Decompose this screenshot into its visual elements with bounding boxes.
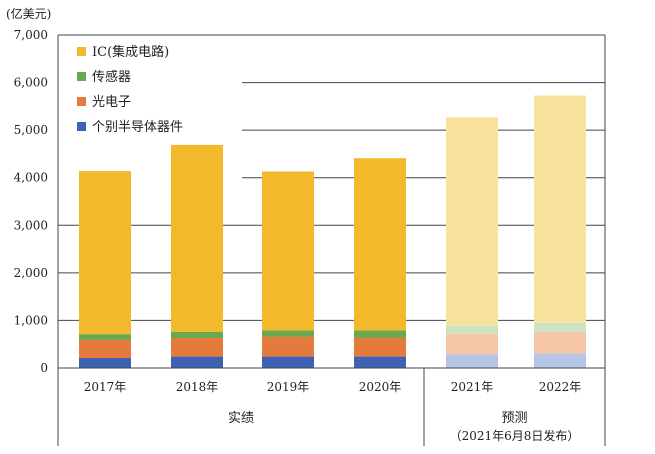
x-tick-label: 2020年 <box>359 380 402 394</box>
x-tick-label: 2018年 <box>176 380 219 394</box>
bar-segment <box>534 95 586 323</box>
bar-segment <box>171 144 223 332</box>
bar-segment <box>262 171 314 331</box>
y-tick-label: 3,000 <box>14 218 48 232</box>
group-label-actual: 实绩 <box>228 411 254 426</box>
bar-segment <box>354 337 406 357</box>
y-tick-label: 5,000 <box>14 123 48 137</box>
bar-segment <box>262 356 314 368</box>
bar-segment <box>446 333 498 355</box>
bar-segment <box>171 338 223 357</box>
legend-swatch <box>77 47 86 56</box>
y-tick-label: 7,000 <box>14 28 48 42</box>
bar-segment <box>171 331 223 339</box>
x-tick-label: 2022年 <box>539 380 582 394</box>
bar-segment <box>79 171 131 335</box>
gridlines <box>58 82 605 321</box>
y-tick-label: 2,000 <box>14 266 48 280</box>
y-axis-unit: (亿美元) <box>6 6 51 21</box>
y-tick-label: 1,000 <box>14 313 48 327</box>
plot-frame <box>57 34 606 446</box>
bar-segment <box>354 158 406 331</box>
legend-label: 光电子 <box>92 95 131 110</box>
bar-segment <box>79 358 131 368</box>
bars <box>79 95 586 368</box>
bar-segment <box>79 334 131 340</box>
bar-segment <box>262 330 314 337</box>
x-tick-label: 2017年 <box>84 380 127 394</box>
x-tick-labels: 2017年 2018年 2019年 2020年 2021年 2022年 <box>84 380 582 394</box>
group-labels: 实绩 预测 （2021年6月8日发布） <box>228 411 579 443</box>
x-tick-label: 2021年 <box>451 380 494 394</box>
legend-label: 个别半导体器件 <box>92 120 183 135</box>
y-tick-label: 6,000 <box>14 76 48 90</box>
bar-segment <box>79 339 131 359</box>
group-note-forecast: （2021年6月8日发布） <box>450 428 580 443</box>
legend-label: 传感器 <box>92 69 131 85</box>
legend-swatch <box>77 97 86 106</box>
bar-segment <box>534 353 586 368</box>
bar-segment <box>354 330 406 338</box>
legend-swatch <box>77 122 86 131</box>
y-tick-labels: 0 1,000 2,000 3,000 4,000 5,000 6,000 7,000 <box>14 28 48 375</box>
bar-segment <box>446 117 498 326</box>
y-tick-label: 0 <box>40 361 48 375</box>
group-label-forecast: 预测 <box>501 411 527 426</box>
legend-swatch <box>77 72 86 81</box>
bar-segment <box>446 325 498 334</box>
bar-segment <box>446 354 498 368</box>
bar-segment <box>171 356 223 368</box>
bar-segment <box>534 322 586 332</box>
bar-segment <box>354 356 406 368</box>
bar-segment <box>534 331 586 354</box>
y-tick-label: 4,000 <box>14 171 48 185</box>
bar-segment <box>262 336 314 357</box>
x-tick-label: 2019年 <box>267 380 310 394</box>
legend-label: IC(集成电路) <box>92 44 169 60</box>
